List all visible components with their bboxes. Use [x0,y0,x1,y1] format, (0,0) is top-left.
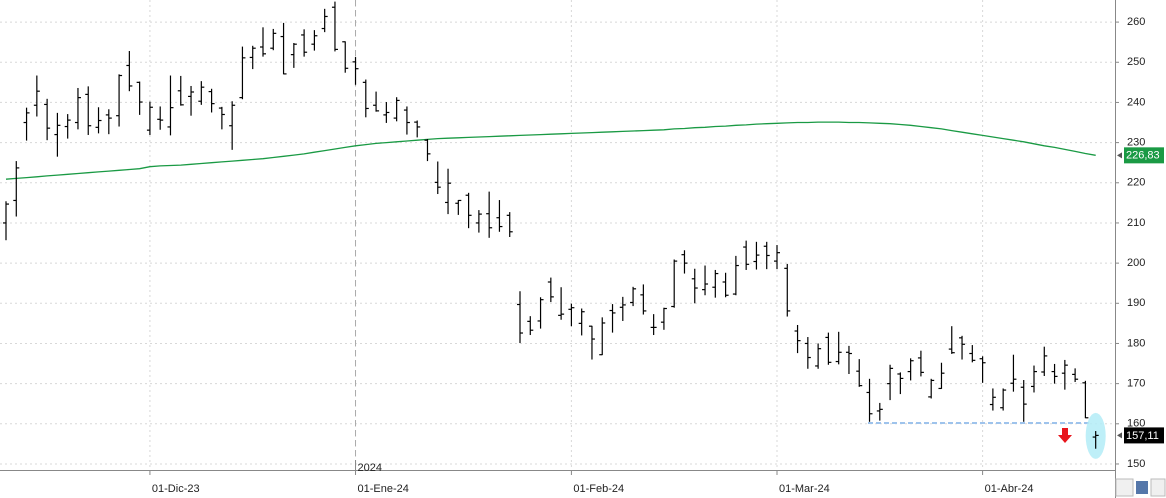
zoom-button[interactable] [1115,478,1134,497]
y-tick-label: 160 [1127,418,1145,430]
save-button[interactable] [1136,481,1148,494]
sma-price-box [1124,147,1164,164]
x-tick-label: 01-Ene-24 [358,483,409,495]
y-tick-label: 200 [1127,257,1145,269]
pin-button[interactable] [1150,478,1166,497]
y-tick-label: 190 [1127,297,1145,309]
y-tick-label: 240 [1127,96,1145,108]
x-tick-label: 01-Dic-23 [152,483,200,495]
down-arrow [1058,428,1072,443]
x-tick-label: 01-Abr-24 [985,483,1034,495]
last-price-pointer [1117,432,1122,439]
x-tick-label: 01-Feb-24 [573,483,624,495]
moving-average-line [5,121,1096,180]
y-tick-label: 180 [1127,337,1145,349]
year-label: 2024 [358,462,382,474]
bars [3,1,1099,449]
last-price-label: 157,11 [1126,430,1159,442]
y-tick-label: 250 [1127,56,1145,68]
sma-price-pointer [1117,152,1122,159]
y-tick-label: 150 [1127,458,1145,470]
x-tick-label: 01-Mar-24 [779,483,830,495]
y-tick-label: 210 [1127,217,1145,229]
y-tick-label: 260 [1127,16,1145,28]
y-tick-label: 230 [1127,137,1145,149]
y-tick-label: 170 [1127,378,1145,390]
y-tick-label: 220 [1127,177,1145,189]
last-price-box [1124,427,1164,444]
toolbar [1115,478,1166,497]
sma-price-label: 226,83 [1126,150,1160,162]
